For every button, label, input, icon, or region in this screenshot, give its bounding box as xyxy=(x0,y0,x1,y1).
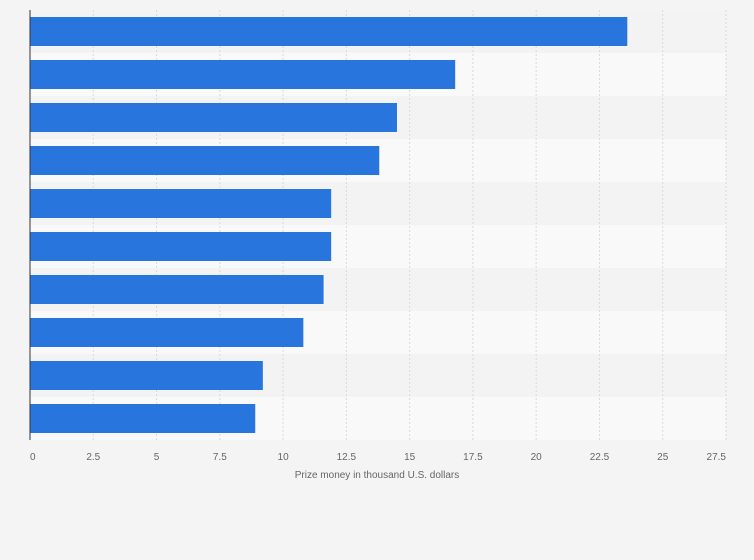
bar xyxy=(30,146,380,175)
x-tick-label: 20 xyxy=(531,452,543,463)
x-tick-label: 7.5 xyxy=(213,452,227,463)
bar xyxy=(30,404,256,433)
bar xyxy=(30,361,263,390)
bar xyxy=(30,60,456,89)
x-tick-label: 17.5 xyxy=(463,452,483,463)
x-tick-label: 27.5 xyxy=(707,452,727,463)
x-tick-label: 25 xyxy=(657,452,669,463)
bar xyxy=(30,103,397,132)
x-tick-label: 12.5 xyxy=(337,452,357,463)
bar xyxy=(30,17,628,46)
bar xyxy=(30,189,332,218)
x-tick-label: 0 xyxy=(30,452,36,463)
bars xyxy=(30,17,628,433)
x-tick-label: 2.5 xyxy=(86,452,100,463)
bar xyxy=(30,275,324,304)
x-tick-label: 15 xyxy=(404,452,416,463)
x-tick-label: 5 xyxy=(154,452,160,463)
bar xyxy=(30,318,304,347)
x-axis-title: Prize money in thousand U.S. dollars xyxy=(295,470,460,481)
x-axis-ticks: 0 2.5 5 7.5 10 12.5 15 17.5 20 22.5 25 27.5 xyxy=(30,452,726,463)
x-tick-label: 10 xyxy=(278,452,290,463)
x-tick-label: 22.5 xyxy=(590,452,610,463)
bar xyxy=(30,232,332,261)
